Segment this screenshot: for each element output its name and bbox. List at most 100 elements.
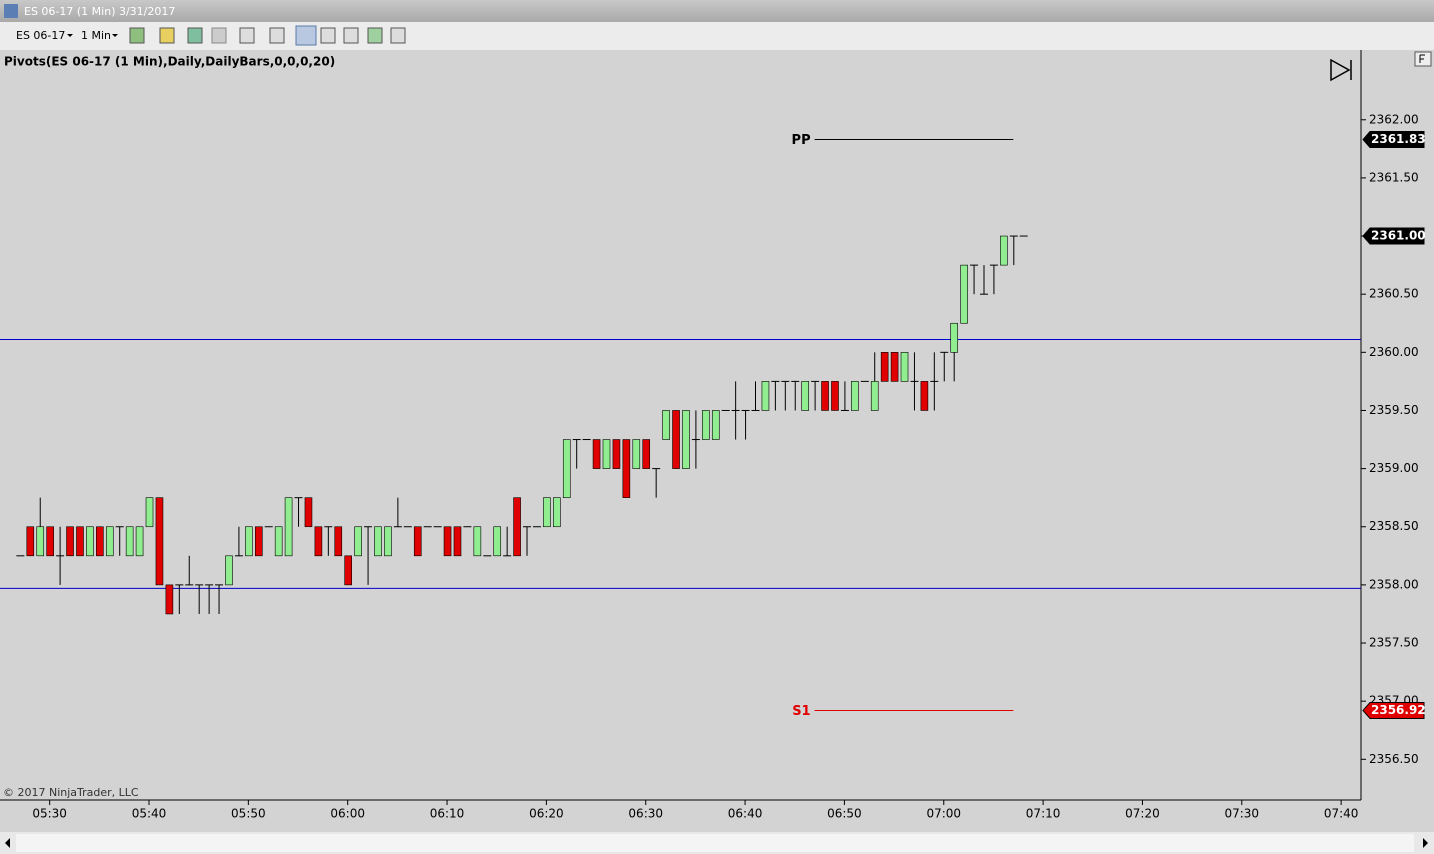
window-title: ES 06-17 (1 Min) 3/31/2017 bbox=[24, 5, 175, 18]
indicator-label: Pivots(ES 06-17 (1 Min),Daily,DailyBars,… bbox=[4, 55, 335, 69]
candle-body bbox=[880, 352, 889, 382]
candle-body bbox=[413, 526, 422, 557]
y-tick-label: 2360.50 bbox=[1369, 287, 1419, 301]
candle-body bbox=[622, 439, 631, 498]
candle-body bbox=[1000, 235, 1008, 266]
candle-body bbox=[314, 526, 323, 557]
x-tick-label: 05:30 bbox=[32, 807, 67, 821]
candle-body bbox=[960, 264, 968, 324]
y-tick-label: 2361.50 bbox=[1369, 170, 1419, 184]
x-tick-label: 06:30 bbox=[628, 807, 663, 821]
x-tick-label: 06:20 bbox=[529, 807, 564, 821]
candle-body bbox=[612, 439, 621, 469]
x-tick-label: 06:10 bbox=[430, 807, 465, 821]
candle-body bbox=[165, 584, 174, 615]
candle-body bbox=[890, 352, 899, 382]
toolbar bbox=[0, 22, 1434, 50]
candle-body bbox=[513, 497, 521, 557]
candle-body bbox=[473, 526, 482, 557]
y-tick-label: 2357.50 bbox=[1369, 636, 1419, 650]
candle-body bbox=[821, 381, 829, 411]
candle-body bbox=[702, 410, 710, 440]
candle-body bbox=[592, 439, 601, 469]
candle-body bbox=[46, 526, 54, 557]
candle-body bbox=[36, 526, 45, 557]
candle-body bbox=[304, 497, 313, 528]
candle-body bbox=[374, 526, 382, 557]
x-tick-label: 05:50 bbox=[231, 807, 266, 821]
x-tick-label: 07:20 bbox=[1125, 807, 1160, 821]
candle-body bbox=[105, 526, 114, 557]
price-marker-box bbox=[1362, 131, 1425, 149]
x-tick-label: 07:40 bbox=[1324, 807, 1359, 821]
candle-body bbox=[801, 381, 809, 411]
candle-body bbox=[245, 526, 253, 557]
float-icon bbox=[1419, 54, 1425, 63]
candle-body bbox=[553, 497, 561, 528]
y-tick-label: 2360.00 bbox=[1369, 345, 1419, 359]
instrument-select[interactable]: ES 06-17 bbox=[16, 29, 65, 42]
chart-area bbox=[0, 50, 1434, 832]
candle-body bbox=[443, 526, 452, 557]
candle-body bbox=[493, 526, 502, 557]
candle-body bbox=[602, 439, 611, 469]
x-tick-label: 06:50 bbox=[827, 807, 862, 821]
dropdown-arrow bbox=[112, 34, 118, 37]
x-tick-label: 07:10 bbox=[1026, 807, 1061, 821]
candle-body bbox=[225, 555, 233, 586]
candle-body bbox=[642, 439, 651, 469]
candle-body bbox=[562, 439, 571, 498]
last-price-marker: 2361.00 bbox=[1371, 229, 1426, 243]
price-marker-box bbox=[1362, 701, 1425, 719]
candle-body bbox=[86, 526, 94, 557]
y-tick-label: 2359.00 bbox=[1369, 461, 1419, 475]
candle-body bbox=[682, 410, 690, 469]
y-tick-label: 2358.50 bbox=[1369, 519, 1419, 533]
candle-body bbox=[284, 497, 293, 557]
candle-body bbox=[851, 381, 859, 411]
last-price-marker-box bbox=[1362, 227, 1425, 245]
candle-body bbox=[711, 410, 720, 440]
copyright: © 2017 NinjaTrader, LLC bbox=[3, 786, 139, 799]
candle-body bbox=[453, 526, 462, 557]
price-marker: 2361.83 bbox=[1371, 132, 1426, 146]
toolbar-icons[interactable] bbox=[129, 25, 406, 46]
candle-body bbox=[125, 526, 134, 557]
y-tick-label: 2359.50 bbox=[1369, 403, 1419, 417]
candle-body bbox=[66, 526, 74, 557]
scroll-to-end[interactable] bbox=[1330, 58, 1352, 82]
candle-body bbox=[96, 526, 104, 557]
x-tick-label: 06:00 bbox=[330, 807, 365, 821]
candle-body bbox=[831, 381, 839, 411]
candle-body bbox=[344, 555, 353, 586]
dropdown-arrow bbox=[67, 34, 73, 37]
y-tick-label: 2358.00 bbox=[1369, 577, 1419, 591]
interval-select[interactable]: 1 Min bbox=[81, 29, 111, 42]
candle-body bbox=[950, 322, 958, 353]
candle-body bbox=[145, 497, 154, 528]
pivot-label: S1 bbox=[792, 704, 810, 719]
title-bar bbox=[0, 0, 1434, 22]
pivot-label: PP bbox=[792, 133, 811, 148]
y-tick-label: 2356.50 bbox=[1369, 752, 1419, 766]
candle-body bbox=[632, 439, 641, 469]
candle-body bbox=[384, 526, 392, 557]
candle-body bbox=[761, 381, 770, 411]
candle-body bbox=[254, 526, 263, 557]
candle-body bbox=[334, 526, 343, 557]
candle-body bbox=[662, 410, 670, 440]
candle-body bbox=[354, 526, 362, 557]
y-tick-label: 2362.00 bbox=[1369, 112, 1419, 126]
scroll-left[interactable] bbox=[5, 838, 10, 848]
scroll-track bbox=[16, 834, 1414, 852]
candle-body bbox=[870, 381, 879, 411]
candle-body bbox=[274, 526, 283, 557]
candle-body bbox=[76, 526, 84, 557]
candle-body bbox=[155, 497, 164, 586]
candle-body bbox=[135, 526, 144, 557]
scroll-right[interactable] bbox=[1423, 838, 1428, 848]
x-tick-label: 07:00 bbox=[926, 807, 961, 821]
x-tick-label: 05:40 bbox=[132, 807, 167, 821]
candle-body bbox=[543, 497, 551, 528]
